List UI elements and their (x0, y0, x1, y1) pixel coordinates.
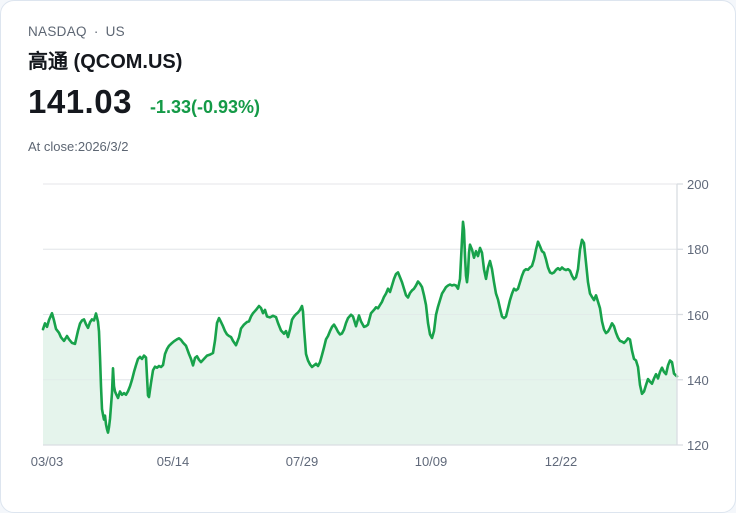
x-tick-label: 12/22 (544, 454, 578, 469)
price-change: -1.33(-0.93%) (149, 97, 260, 117)
current-price: 141.03 (28, 83, 132, 120)
x-tick-label: 10/09 (414, 454, 448, 469)
x-tick-label: 05/14 (156, 454, 190, 469)
at-close-timestamp: At close:2026/3/2 (28, 139, 129, 154)
price-area-fill (43, 221, 677, 445)
x-tick-label: 07/29 (285, 454, 319, 469)
y-tick-label: 180 (687, 242, 709, 258)
y-tick-label: 120 (687, 438, 709, 453)
region-label: US (105, 24, 125, 39)
y-tick-label: 140 (687, 372, 709, 388)
separator-dot: · (93, 24, 99, 39)
exchange-label: NASDAQ (28, 24, 87, 39)
stock-title: 高通 (QCOM.US) (28, 51, 183, 73)
y-tick-label: 160 (687, 307, 709, 323)
exchange-info: NASDAQ · US (28, 24, 125, 39)
axis-lines (43, 183, 683, 446)
price-line (41, 220, 679, 434)
price-row: 141.03 -1.33(-0.93%) (28, 83, 260, 121)
y-tick-label: 200 (687, 177, 709, 192)
x-tick-label: 03/03 (30, 454, 64, 469)
